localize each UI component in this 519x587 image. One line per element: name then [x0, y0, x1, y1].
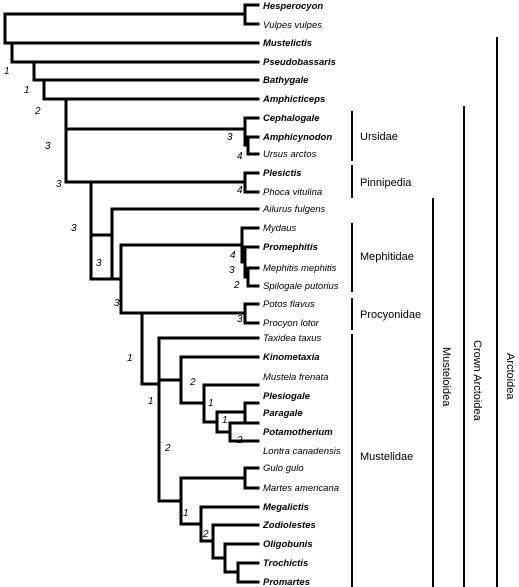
tip-label: Plesictis: [263, 168, 302, 179]
support-value: 1: [4, 66, 10, 77]
tip-label: Amphicynodon: [262, 132, 332, 143]
support-value: 1: [183, 508, 189, 519]
mustelidae-label: Mustelidae: [360, 451, 413, 463]
tip-label: Promartes: [263, 577, 310, 587]
tip-label: Procyon lotor: [263, 318, 320, 329]
tip-label: Spilogale putorius: [263, 281, 339, 292]
tip-label: Mephitis mephitis: [263, 263, 337, 274]
support-value: 3: [71, 223, 77, 234]
support-value: 1: [127, 353, 133, 364]
family-brackets: Ursidae Pinnipedia Mephitidae Procyonida…: [351, 111, 421, 587]
procyonidae-label: Procyonidae: [360, 309, 421, 321]
tip-label: Trochictis: [263, 558, 308, 569]
tip-label: Bathygale: [263, 75, 309, 86]
pinnipedia-label: Pinnipedia: [360, 177, 412, 189]
tip-label: Mustelictis: [263, 38, 312, 49]
support-value: 4: [230, 250, 236, 261]
ursidae-label: Ursidae: [360, 131, 398, 143]
musteloidea-label: Musteloidea: [440, 347, 452, 407]
tip-label: Zodiolestes: [262, 520, 316, 531]
arctoidea-label: Arctoidea: [504, 353, 516, 400]
tip-label: Hesperocyon: [263, 1, 323, 12]
tip-label: Ursus arctos: [263, 149, 317, 160]
tip-label: Lontra canadensis: [263, 446, 341, 457]
tip-labels: Hesperocyon Vulpes vulpes Mustelictis Ps…: [262, 1, 341, 587]
support-value: 2: [202, 529, 209, 540]
support-value: 3: [227, 132, 233, 143]
tip-label: Cephalogale: [263, 113, 320, 124]
support-value: 1: [24, 85, 30, 96]
tip-label: Mustela frenata: [263, 372, 328, 383]
support-value: 1: [148, 396, 154, 407]
support-value: 4: [237, 151, 243, 162]
tip-label: Potamotherium: [263, 427, 333, 438]
support-value: 2: [233, 280, 240, 291]
tip-label: Ailurus fulgens: [262, 204, 326, 215]
support-value: 2: [236, 435, 243, 446]
tip-label: Megalictis: [263, 502, 309, 513]
tip-label: Martes americana: [263, 483, 339, 494]
support-value: 3: [56, 179, 62, 190]
tip-label: Gulo gulo: [263, 463, 304, 474]
support-value: 2: [34, 106, 41, 117]
support-value: 2: [189, 377, 196, 388]
tip-label: Promephitis: [263, 242, 318, 253]
support-value: 3: [237, 314, 243, 325]
tip-label: Taxidea taxus: [263, 333, 322, 344]
tip-label: Paragale: [263, 408, 303, 419]
tip-label: Mydaus: [263, 223, 297, 234]
support-value: 1: [208, 398, 214, 409]
support-value: 3: [96, 258, 102, 269]
support-value: 3: [229, 265, 235, 276]
tip-label: Potos flavus: [263, 299, 315, 310]
tip-label: Plesiogale: [263, 391, 311, 402]
tip-label: Kinometaxia: [263, 352, 320, 363]
support-value: 1: [222, 415, 228, 426]
tip-label: Amphicticeps: [262, 94, 325, 105]
crown-arctoidea-label: Crown Arctoidea: [471, 340, 483, 422]
tip-label: Pseudobassaris: [263, 57, 336, 68]
tip-label: Phoca vitulina: [263, 187, 322, 198]
mephitidae-label: Mephitidae: [360, 251, 414, 263]
support-value: 3: [114, 298, 120, 309]
support-value: 2: [164, 443, 171, 454]
support-value: 3: [45, 141, 51, 152]
clade-brackets: Musteloidea Crown Arctoidea Arctoidea: [432, 37, 516, 587]
support-values: 1 1 2 3 3 3 3 3 3 4 4 4 3 2 3 1 1 2 1 1 …: [4, 66, 243, 540]
tree-branches: [3, 3, 260, 584]
tip-label: Oligobunis: [263, 539, 313, 550]
tip-label: Vulpes vulpes: [263, 20, 322, 31]
support-value: 4: [237, 185, 243, 196]
